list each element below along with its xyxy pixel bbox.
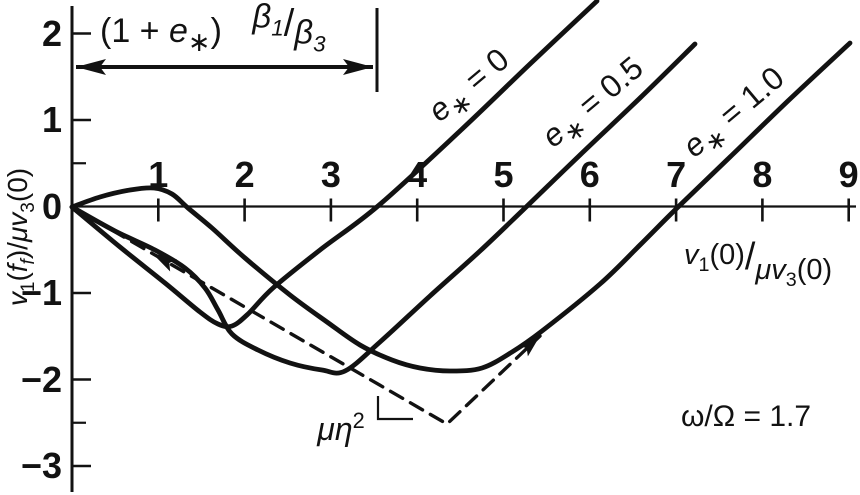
mu-eta-squared-label: μη2 [317,408,365,447]
y-tick-label: 2 [41,12,62,54]
x-tick-label: 2 [234,153,255,195]
beta-ratio-label: β1/β3 [252,0,326,57]
x-tick-label: 6 [579,153,600,195]
beta-slash: / [283,2,295,45]
width-annotation-post: ) [210,11,223,50]
x-label-numerator: v1(0) [684,239,745,276]
y-tick-label: 0 [41,185,62,227]
arrowhead-icon [152,253,178,272]
x-tick-label: 1 [148,153,169,195]
width-annotation-e: e [168,11,188,50]
x-tick-label: 9 [838,153,859,195]
y-tick-label: −1 [20,272,62,313]
arrowhead-icon [76,59,106,75]
x-tick-label: 4 [407,153,428,195]
beta3: β3 [294,13,326,57]
x-tick-label: 7 [666,153,687,195]
y-tick-label: −2 [20,358,62,400]
omega-ratio-label: ω/Ω = 1.7 [680,400,812,433]
curve-dashed-construction [70,205,542,426]
curve-series-1 [69,41,698,376]
x-axis-label: v1(0)/μv3(0) [684,230,832,291]
beta1: β1 [252,0,284,41]
x-tick-label: 8 [752,153,773,195]
y-tick-label: 1 [41,99,62,140]
width-annotation-pre: (1 + [99,11,169,50]
slope-right-angle-marker [376,396,413,421]
width-annotation-star: ∗ [187,26,211,58]
width-annotation-label: (1 + e∗) [100,12,222,58]
x-label-slash: / [744,235,756,277]
curve-series-0 [69,0,600,330]
x-tick-label: 3 [320,153,341,195]
curve-series-2 [69,40,853,374]
x-tick-label: 5 [493,153,514,195]
arrowhead-icon [343,59,373,75]
arrowhead-icon [518,334,541,357]
x-label-denominator: μv3(0) [755,254,833,291]
y-tick-label: −3 [20,445,62,486]
